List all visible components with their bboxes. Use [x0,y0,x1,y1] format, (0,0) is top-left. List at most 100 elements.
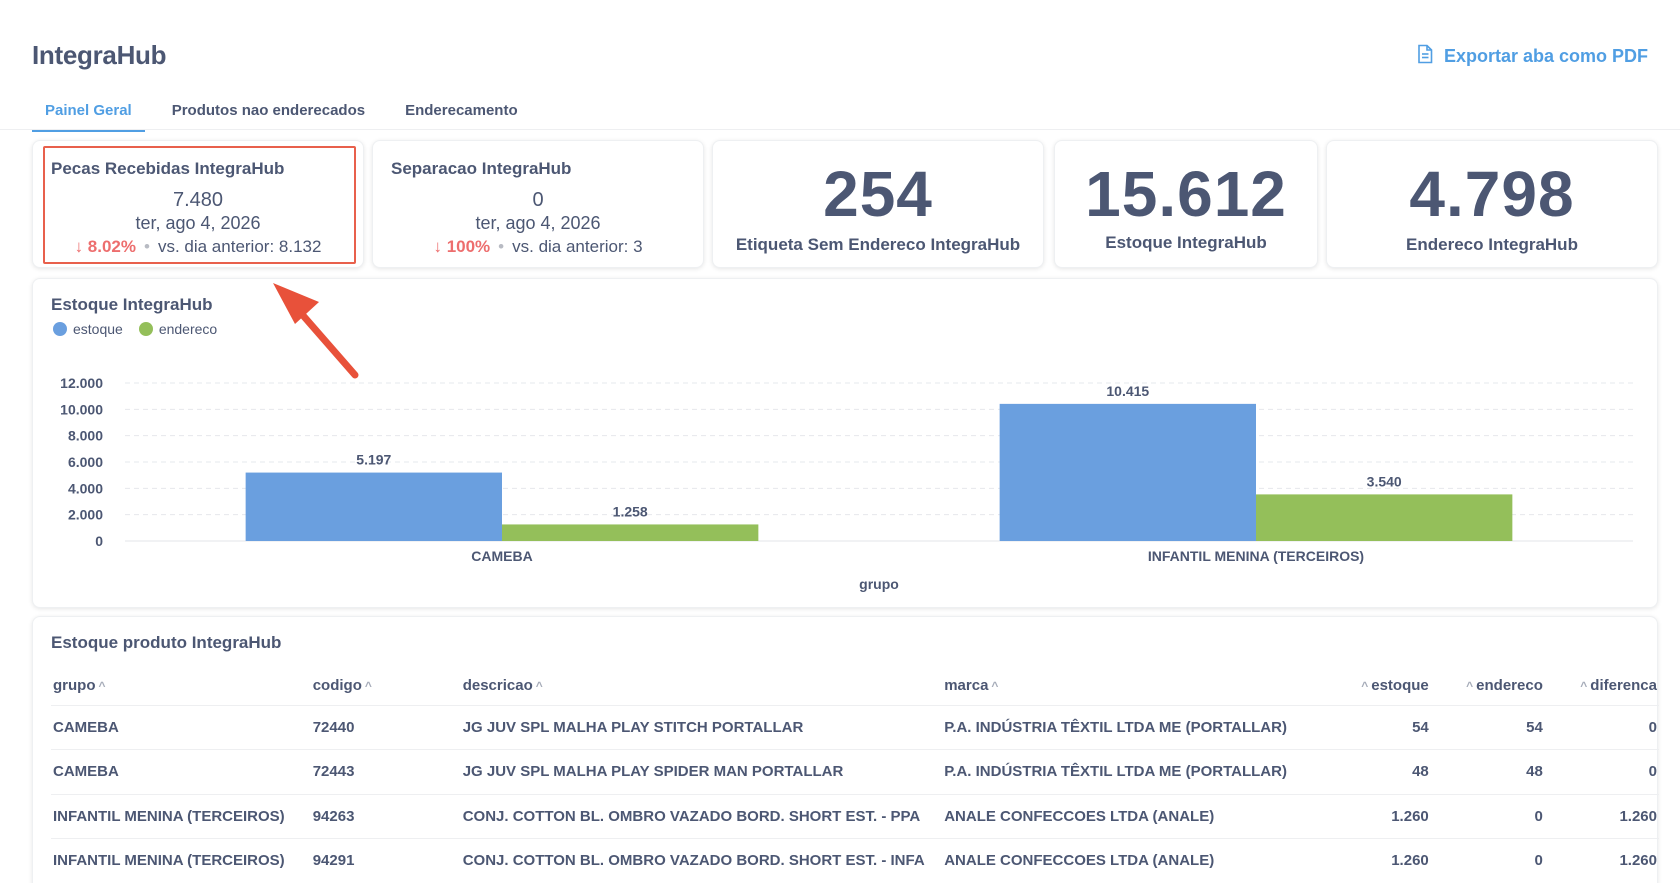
cell-estoque[interactable]: 1.260 [1314,838,1431,883]
kpi-card-separacao[interactable]: Separacao IntegraHub 0 ter, ago 4, 2026 … [372,140,704,268]
column-header-descricao[interactable]: descricao ^ [460,667,943,706]
legend-label: estoque [73,321,123,337]
kpi-comparison: ↓ 8.02% • vs. dia anterior: 8.132 [33,237,363,257]
x-axis-label: grupo [859,576,899,592]
cell-codigo[interactable]: 94291 [310,838,461,883]
kpi-previous: vs. dia anterior: 8.132 [157,237,322,256]
chart-legend: estoque endereco [53,321,217,337]
kpi-title: Separacao IntegraHub [391,159,572,178]
kpi-card-pecas-recebidas[interactable]: Pecas Recebidas IntegraHub 7.480 ter, ag… [32,140,364,268]
data-label: 3.540 [1367,473,1402,489]
arrow-down-icon: ↓ [74,237,88,256]
y-tick-label: 6.000 [68,454,103,470]
kpi-date: ter, ago 4, 2026 [475,213,601,233]
sort-icon: ^ [535,679,543,694]
cell-descricao[interactable]: CONJ. COTTON BL. OMBRO VAZADO BORD. SHOR… [460,794,943,839]
data-table: grupo ^ codigo ^ descricao ^ marca ^ ^ estoqu… [51,667,1659,883]
cell-descricao[interactable]: JG JUV SPL MALHA PLAY STITCH PORTALLAR [460,705,943,750]
cell-codigo[interactable]: 94263 [310,794,461,839]
cell-grupo[interactable]: INFANTIL MENINA (TERCEIROS) [51,838,311,883]
sort-icon: ^ [991,679,999,694]
cell-diferenca[interactable]: 0 [1544,749,1659,795]
cell-endereco[interactable]: 48 [1430,749,1545,795]
cell-endereco[interactable]: 0 [1430,794,1545,839]
big-number-card-endereco[interactable]: 4.798 Endereco IntegraHub [1326,140,1658,268]
sort-icon: ^ [364,679,372,694]
kpi-value: 7.480 [172,189,224,211]
sort-icon: ^ [1466,679,1474,694]
legend-item-endereco[interactable]: endereco [138,321,218,337]
cell-grupo[interactable]: INFANTIL MENINA (TERCEIROS) [51,794,311,839]
cell-diferenca[interactable]: 0 [1544,705,1659,750]
chart-card-estoque[interactable]: Estoque IntegraHub estoque endereco 0 2.0… [32,278,1658,608]
separator-dot: • [498,237,505,256]
column-header-diferenca[interactable]: ^ diferenca [1544,667,1659,706]
cell-endereco[interactable]: 54 [1430,705,1545,750]
tabs-divider [0,129,1680,130]
y-tick-label: 4.000 [68,480,103,496]
legend-dot [138,322,153,336]
arrow-down-icon: ↓ [433,237,447,256]
cell-marca[interactable]: P.A. INDÚSTRIA TÊXTIL LTDA ME (PORTALLAR… [942,705,1315,750]
separator-dot: • [144,237,150,256]
bar-endereco [502,524,759,541]
table-row: CAMEBA 72440 JG JUV SPL MALHA PLAY STITC… [51,705,1659,750]
data-label: 5.197 [356,452,391,468]
cell-grupo[interactable]: CAMEBA [51,705,311,750]
y-tick-label: 12.000 [60,375,103,391]
data-label: 10.415 [1106,383,1149,399]
big-number-label: Endereco IntegraHub [1406,235,1578,254]
cell-grupo[interactable]: CAMEBA [51,749,311,795]
y-tick-label: 10.000 [60,401,103,417]
cell-estoque[interactable]: 1.260 [1314,794,1431,839]
column-header-codigo[interactable]: codigo ^ [310,667,461,706]
big-number-label: Estoque IntegraHub [1105,233,1267,252]
kpi-date: ter, ago 4, 2026 [135,213,261,233]
cell-endereco[interactable]: 0 [1430,838,1545,883]
cell-marca[interactable]: ANALE CONFECCOES LTDA (ANALE) [942,838,1315,883]
page-title: IntegraHub [32,40,167,70]
document-icon [1416,44,1434,69]
cell-marca[interactable]: P.A. INDÚSTRIA TÊXTIL LTDA ME (PORTALLAR… [942,749,1315,795]
column-header-grupo[interactable]: grupo ^ [51,667,311,706]
big-number-label: Etiqueta Sem Endereco IntegraHub [735,235,1021,254]
table-title: Estoque produto IntegraHub [51,633,282,652]
table-card-estoque-produto: Estoque produto IntegraHub grupo ^ codigo… [32,616,1659,883]
column-header-estoque[interactable]: ^ estoque [1314,667,1431,706]
cell-descricao[interactable]: CONJ. COTTON BL. OMBRO VAZADO BORD. SHOR… [460,838,943,883]
cell-codigo[interactable]: 72443 [310,749,461,795]
bar-endereco [1256,494,1513,541]
cell-estoque[interactable]: 54 [1314,705,1431,750]
column-header-marca[interactable]: marca ^ [942,667,1315,706]
big-number-card-estoque[interactable]: 15.612 Estoque IntegraHub [1054,140,1318,268]
big-number-card-etiqueta[interactable]: 254 Etiqueta Sem Endereco IntegraHub [712,140,1044,268]
big-number-value: 4.798 [1409,158,1575,230]
page-header: IntegraHub Exportar aba como PDF Painel … [0,0,1680,132]
cell-diferenca[interactable]: 1.260 [1544,794,1659,839]
sort-icon: ^ [1580,679,1588,694]
cell-codigo[interactable]: 72440 [310,705,461,750]
data-label: 1.258 [613,503,648,519]
column-header-endereco[interactable]: ^ endereco [1430,667,1545,706]
table-header-row: grupo ^ codigo ^ descricao ^ marca ^ ^ estoqu… [51,667,1659,706]
cell-diferenca[interactable]: 1.260 [1544,838,1659,883]
y-tick-label: 8.000 [68,428,103,444]
tab-produtos-nao-enderecados[interactable]: Produtos nao enderecados [171,102,366,119]
cell-descricao[interactable]: JG JUV SPL MALHA PLAY SPIDER MAN PORTALL… [460,749,943,795]
kpi-previous: vs. dia anterior: 3 [512,237,643,256]
sort-icon: ^ [98,679,106,694]
kpi-comparison: ↓ 100% • vs. dia anterior: 3 [373,237,703,257]
bar-estoque [245,472,502,541]
y-tick-label: 0 [95,533,103,549]
table-row: INFANTIL MENINA (TERCEIROS) 94263 CONJ. … [51,794,1659,839]
legend-item-estoque[interactable]: estoque [53,321,123,337]
cell-estoque[interactable]: 48 [1314,749,1431,795]
export-pdf-button[interactable]: Exportar aba como PDF [1416,44,1648,69]
kpi-change: 100% [446,237,491,256]
big-number-value: 15.612 [1085,158,1287,230]
cell-marca[interactable]: ANALE CONFECCOES LTDA (ANALE) [942,794,1315,839]
tab-painel-geral[interactable]: Painel Geral [32,98,145,132]
sort-icon: ^ [1361,679,1369,694]
tab-enderecamento[interactable]: Enderecamento [405,102,518,119]
legend-label: endereco [158,321,218,337]
